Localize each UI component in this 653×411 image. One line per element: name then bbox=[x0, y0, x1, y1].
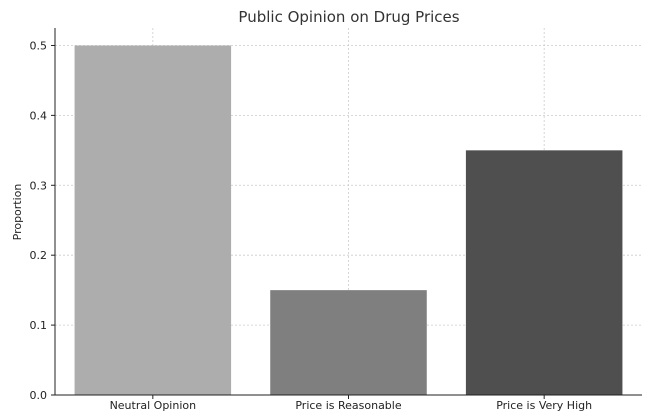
y-tick-label: 0.0 bbox=[30, 389, 48, 402]
y-tick-label: 0.2 bbox=[30, 249, 48, 262]
y-tick-label: 0.3 bbox=[30, 179, 48, 192]
y-axis-title: Proportion bbox=[11, 184, 24, 241]
bar-price-is-very-high bbox=[465, 150, 623, 395]
bar-neutral-opinion bbox=[74, 45, 232, 395]
x-tick-label: Neutral Opinion bbox=[110, 399, 197, 411]
bar-price-is-reasonable bbox=[270, 290, 427, 395]
y-tick-label: 0.5 bbox=[30, 39, 48, 52]
y-tick-label: 0.4 bbox=[30, 109, 48, 122]
y-ticks: 0.0 0.1 0.2 0.3 0.4 0.5 bbox=[30, 39, 55, 402]
bars-layer bbox=[74, 45, 623, 395]
x-tick-label: Price is Reasonable bbox=[295, 399, 401, 411]
y-tick-label: 0.1 bbox=[30, 319, 48, 332]
x-tick-label: Price is Very High bbox=[496, 399, 592, 411]
x-ticks: Neutral Opinion Price is Reasonable Price … bbox=[110, 395, 592, 411]
chart-title: Public Opinion on Drug Prices bbox=[238, 8, 459, 26]
